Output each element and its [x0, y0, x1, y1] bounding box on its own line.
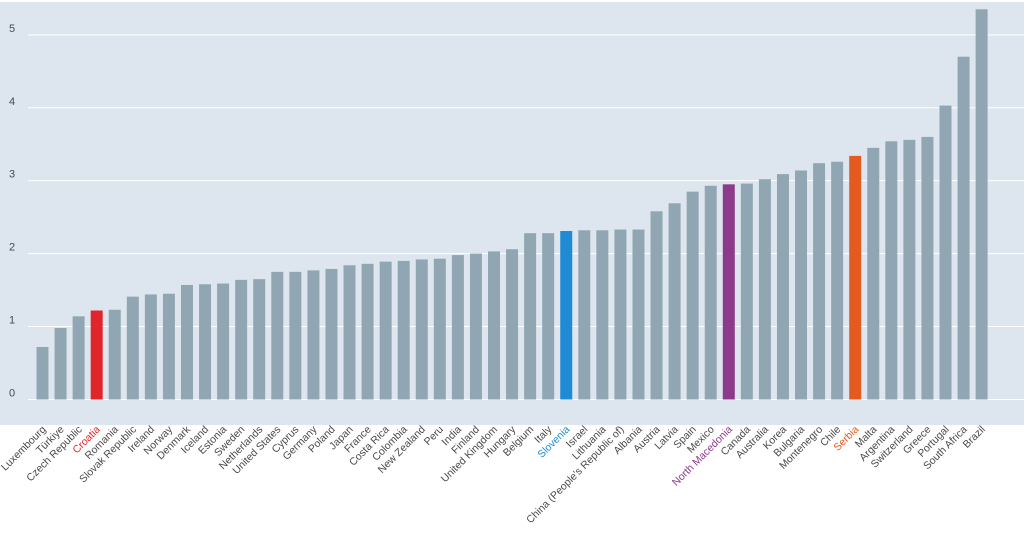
bar	[126, 296, 139, 400]
bar	[217, 283, 230, 400]
bar	[524, 233, 537, 400]
bar	[415, 259, 428, 400]
bar	[867, 147, 880, 400]
bar	[235, 279, 248, 400]
bar	[957, 56, 970, 400]
bar	[650, 211, 663, 400]
bar	[271, 271, 284, 400]
y-tick-label: 2	[9, 242, 15, 254]
bar	[397, 260, 410, 400]
bar	[813, 163, 826, 400]
bar	[361, 263, 374, 400]
bar	[379, 261, 392, 400]
bar	[614, 229, 627, 400]
y-tick-label: 3	[9, 169, 15, 181]
bar	[289, 271, 302, 400]
bar	[307, 270, 320, 400]
bar	[668, 203, 681, 400]
bar	[433, 258, 446, 400]
bar	[849, 155, 862, 400]
bar	[108, 309, 121, 400]
bar	[704, 185, 717, 400]
bar	[776, 174, 789, 400]
bar	[578, 230, 591, 400]
y-tick-label: 4	[9, 96, 15, 108]
bar	[722, 184, 735, 400]
bar	[36, 346, 49, 400]
bar	[343, 265, 356, 400]
bar	[469, 253, 482, 400]
y-tick-label: 5	[9, 23, 15, 35]
y-tick-label: 1	[9, 315, 15, 327]
bar	[740, 183, 753, 400]
bar	[54, 328, 67, 400]
bar	[758, 179, 771, 400]
bar	[90, 310, 103, 400]
bar	[903, 139, 916, 400]
bar	[451, 255, 464, 400]
bar	[325, 268, 338, 400]
bar	[199, 284, 212, 400]
bar	[542, 233, 555, 400]
bar	[831, 161, 844, 400]
bar	[885, 141, 898, 400]
bar	[180, 284, 193, 400]
bar	[596, 230, 609, 400]
y-tick-label: 0	[9, 387, 15, 399]
bar	[795, 170, 808, 400]
bar	[686, 191, 699, 400]
bar	[632, 229, 645, 400]
bar	[939, 105, 952, 400]
bar	[253, 279, 266, 400]
bars	[36, 9, 988, 400]
bar	[144, 294, 157, 400]
bar	[488, 251, 500, 400]
bar	[560, 231, 573, 400]
bar	[921, 136, 934, 400]
bar	[162, 293, 175, 400]
y-axis-tick-labels: 0 1 2 3 4 5	[9, 23, 15, 400]
bar	[506, 249, 519, 400]
bar	[975, 9, 988, 400]
bar	[72, 316, 85, 400]
